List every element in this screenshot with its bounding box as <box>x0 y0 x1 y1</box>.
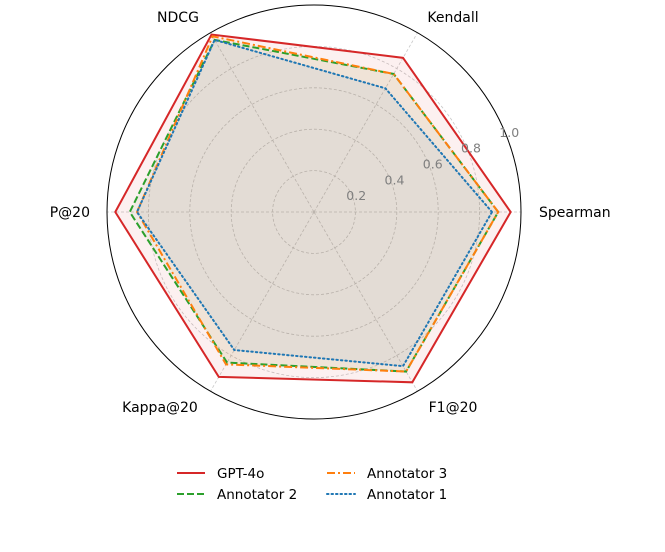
legend-label: Annotator 2 <box>217 487 297 503</box>
axis-label: Kappa@20 <box>122 400 198 416</box>
rtick-label: 0.8 <box>461 141 481 156</box>
legend-label: GPT-4o <box>217 466 264 482</box>
legend-label: Annotator 3 <box>367 466 447 482</box>
rtick-label: 1.0 <box>499 125 519 140</box>
legend-entry: Annotator 2 <box>177 487 297 503</box>
legend-entry: Annotator 3 <box>327 466 447 482</box>
rtick-label: 0.6 <box>423 156 443 171</box>
legend-entry: Annotator 1 <box>327 487 447 503</box>
axis-label: NDCG <box>157 10 199 26</box>
legend: GPT-4o Annotator 2 Annotator 3 Annotator 1 <box>177 466 447 503</box>
rtick-label: 0.2 <box>346 188 366 203</box>
legend-entry: GPT-4o <box>177 466 264 482</box>
rtick-label: 0.4 <box>385 172 405 187</box>
series-layer <box>115 35 510 383</box>
axis-label: Spearman <box>539 205 611 221</box>
legend-label: Annotator 1 <box>367 487 447 503</box>
axis-label: P@20 <box>50 205 90 221</box>
axis-label: Kendall <box>427 10 478 26</box>
axis-label: F1@20 <box>429 400 478 416</box>
